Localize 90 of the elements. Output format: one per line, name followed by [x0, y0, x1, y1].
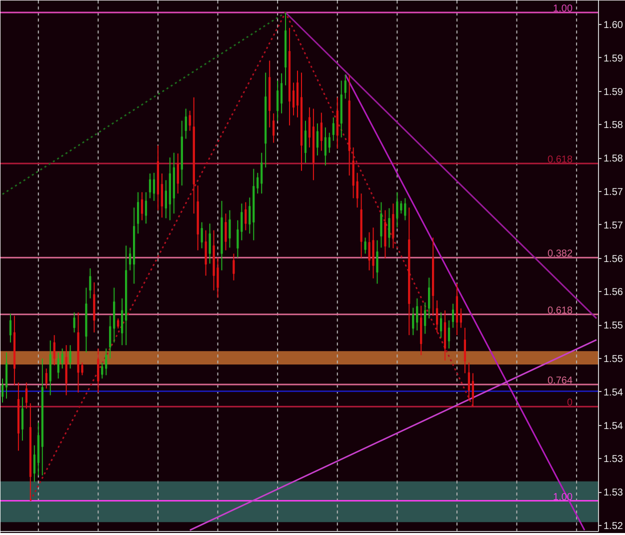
candlestick — [260, 152, 263, 194]
candlestick — [276, 80, 279, 122]
candlestick — [53, 334, 56, 366]
y-tick-label: 1.55 — [604, 354, 624, 366]
candlestick — [144, 192, 148, 224]
candlestick — [464, 327, 466, 374]
y-tick-label: 1.57 — [604, 187, 624, 198]
candlestick — [380, 202, 382, 248]
candlestick — [45, 368, 48, 390]
annotation: 0.764 — [547, 376, 573, 387]
candlestick — [152, 172, 156, 202]
candlestick — [400, 200, 402, 214]
candlestick — [73, 312, 76, 333]
y-tick-label: 1.54 — [604, 387, 624, 398]
candlestick — [57, 352, 60, 380]
annotation: 0.618 — [547, 154, 573, 166]
y-tick-label: 1.59 — [604, 86, 624, 98]
candlestick — [472, 372, 474, 408]
candlestick — [204, 230, 207, 276]
y-tick-label: 1.54 — [604, 420, 624, 432]
candlestick — [200, 222, 203, 249]
candlestick — [89, 268, 92, 299]
candlestick — [105, 348, 108, 376]
candlestick — [61, 348, 64, 370]
annotation: 0.382 — [547, 248, 573, 260]
candlestick — [188, 110, 191, 132]
candlestick — [121, 298, 124, 346]
candlestick — [9, 313, 12, 343]
candlestick — [21, 396, 24, 442]
candlestick — [404, 198, 406, 221]
candlestick — [460, 308, 462, 328]
candlestick — [396, 192, 398, 228]
candlestick — [452, 303, 454, 328]
candlestick — [316, 122, 318, 156]
candlestick — [272, 112, 275, 144]
candlestick — [324, 126, 326, 166]
candlestick — [140, 192, 144, 221]
candlestick — [440, 312, 442, 338]
candlestick — [280, 72, 283, 114]
candlestick — [129, 247, 132, 271]
candlestick — [368, 232, 370, 271]
candlestick — [436, 300, 438, 333]
y-tick-label: 1.58 — [604, 120, 624, 132]
candlestick — [1, 378, 4, 404]
candlestick — [292, 82, 295, 116]
y-tick-label: 1.56 — [604, 254, 624, 265]
y-tick-label: 1.56 — [604, 287, 624, 298]
candlestick — [428, 277, 430, 319]
candlestick — [424, 302, 426, 334]
candlestick — [344, 74, 346, 100]
annotation: 1.00 — [553, 4, 573, 15]
candlestick — [148, 172, 152, 199]
candlestick — [304, 120, 307, 164]
candlestick — [117, 318, 120, 329]
y-tick-label: 1.57 — [604, 220, 624, 232]
candlestick — [364, 237, 366, 254]
candlestick — [448, 320, 450, 349]
candlestick — [296, 70, 299, 118]
candlestick — [33, 444, 36, 483]
candlestick — [332, 116, 334, 142]
y-tick-label: 1.53 — [604, 488, 624, 499]
candlestick — [392, 203, 394, 249]
candlestick — [224, 213, 227, 251]
candlestick — [232, 253, 235, 281]
candlestick — [25, 382, 28, 410]
y-tick-label: 1.58 — [604, 154, 624, 165]
candlestick — [328, 132, 330, 154]
candlestick — [412, 307, 414, 336]
candlestick — [228, 210, 231, 248]
annotation: 0 — [566, 398, 573, 409]
candlestick — [176, 152, 179, 194]
y-tick-label: 1.53 — [604, 454, 624, 466]
y-tick-label: 1.59 — [604, 53, 624, 64]
candlestick — [244, 202, 247, 231]
candlestick — [416, 298, 418, 331]
candlestick — [388, 208, 390, 248]
candlestick — [184, 108, 187, 140]
y-tick-label: 1.60 — [604, 20, 624, 32]
candlestick — [376, 240, 378, 284]
candlestick — [160, 172, 164, 218]
candlestick — [320, 112, 322, 152]
candlestick — [208, 223, 211, 264]
candlestick — [164, 180, 167, 219]
candlestick — [468, 362, 470, 402]
candlestick — [69, 344, 72, 370]
candlestick — [308, 106, 311, 148]
y-tick-label: 1.52 — [604, 520, 624, 532]
candlestick — [97, 348, 100, 394]
y-tick-label: 1.55 — [604, 320, 624, 332]
candlestick — [136, 192, 140, 234]
